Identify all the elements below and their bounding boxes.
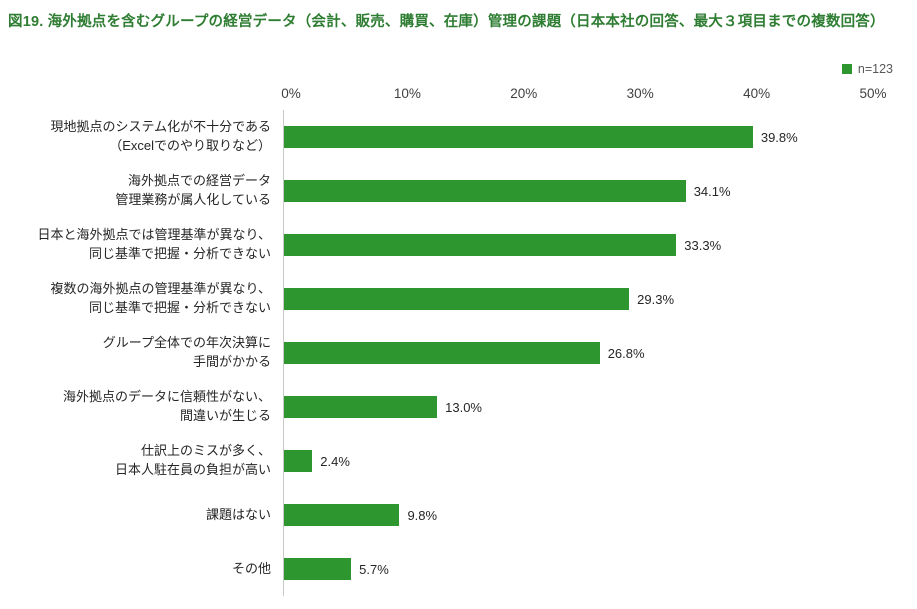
category-label: グループ全体での年次決算に 手間がかかる bbox=[102, 335, 271, 369]
category-label: 海外拠点のデータに信頼性がない、 間違いが生じる bbox=[62, 389, 271, 423]
bar bbox=[284, 396, 438, 418]
chart-row: 複数の海外拠点の管理基準が異なり、 同じ基準で把握・分析できない 29.3% bbox=[0, 272, 873, 326]
category-label: 現地拠点のシステム化が不十分である （Excelでのやり取りなど） bbox=[50, 119, 271, 153]
chart-row: 課題はない 9.8% bbox=[0, 488, 873, 542]
chart-row: 仕訳上のミスが多く、 日本人駐在員の負担が高い 2.4% bbox=[0, 434, 873, 488]
bar-area: 29.3% bbox=[283, 272, 873, 326]
legend: n=123 bbox=[841, 62, 893, 76]
x-tick-label: 50% bbox=[859, 86, 887, 101]
bar-area: 34.1% bbox=[283, 164, 873, 218]
bar bbox=[284, 558, 352, 580]
bar-area: 2.4% bbox=[283, 434, 873, 488]
value-label: 2.4% bbox=[320, 453, 350, 469]
chart-row: 海外拠点のデータに信頼性がない、 間違いが生じる 13.0% bbox=[0, 380, 873, 434]
category-label: 複数の海外拠点の管理基準が異なり、 同じ基準で把握・分析できない bbox=[50, 281, 271, 315]
category-label: 海外拠点での経営データ 管理業務が属人化している bbox=[115, 173, 271, 207]
value-label: 26.8% bbox=[607, 345, 645, 361]
value-label: 13.0% bbox=[445, 399, 482, 415]
chart-rows: 現地拠点のシステム化が不十分である （Excelでのやり取りなど） 39.8% 海外… bbox=[0, 110, 873, 596]
bar bbox=[284, 234, 677, 256]
category-label: 課題はない bbox=[205, 506, 271, 522]
bar bbox=[284, 126, 753, 148]
category-label: その他 bbox=[231, 560, 271, 576]
value-label: 34.1% bbox=[693, 183, 731, 199]
chart-row: グループ全体での年次決算に 手間がかかる 26.8% bbox=[0, 326, 873, 380]
x-tick-label: 30% bbox=[626, 86, 654, 101]
chart-row: その他 5.7% bbox=[0, 542, 873, 596]
x-tick-label: 10% bbox=[393, 86, 421, 101]
bar-area: 5.7% bbox=[283, 542, 873, 596]
bar bbox=[284, 288, 630, 310]
x-tick-label: 40% bbox=[743, 86, 771, 101]
bar bbox=[284, 342, 600, 364]
x-axis-ticks: 0% 10% 20% 30% 40% 50% bbox=[281, 86, 886, 104]
bar-area: 9.8% bbox=[283, 488, 873, 542]
bar-area: 13.0% bbox=[283, 380, 873, 434]
bar-area: 26.8% bbox=[283, 326, 873, 380]
value-label: 5.7% bbox=[359, 561, 389, 577]
bar-area: 33.3% bbox=[283, 218, 873, 272]
chart-row: 海外拠点での経営データ 管理業務が属人化している 34.1% bbox=[0, 164, 873, 218]
x-tick-label: 20% bbox=[510, 86, 538, 101]
bar-area: 39.8% bbox=[283, 110, 873, 164]
bar bbox=[284, 180, 686, 202]
value-label: 9.8% bbox=[407, 507, 438, 523]
legend-label: n=123 bbox=[857, 62, 893, 76]
x-tick-label: 0% bbox=[281, 86, 301, 101]
chart-title: 図19. 海外拠点を含むグループの経営データ（会計、販売、購買、在庫）管理の課題… bbox=[8, 14, 885, 30]
bar bbox=[284, 504, 400, 526]
bar bbox=[284, 450, 313, 472]
chart-row: 現地拠点のシステム化が不十分である （Excelでのやり取りなど） 39.8% bbox=[0, 110, 873, 164]
category-label: 日本と海外拠点では管理基準が異なり、 同じ基準で把握・分析できない bbox=[37, 227, 271, 261]
value-label: 33.3% bbox=[684, 237, 722, 253]
chart-row: 日本と海外拠点では管理基準が異なり、 同じ基準で把握・分析できない 33.3% bbox=[0, 218, 873, 272]
value-label: 29.3% bbox=[637, 291, 675, 307]
legend-swatch bbox=[841, 64, 852, 74]
value-label: 39.8% bbox=[760, 129, 798, 145]
category-label: 仕訳上のミスが多く、 日本人駐在員の負担が高い bbox=[114, 443, 271, 477]
